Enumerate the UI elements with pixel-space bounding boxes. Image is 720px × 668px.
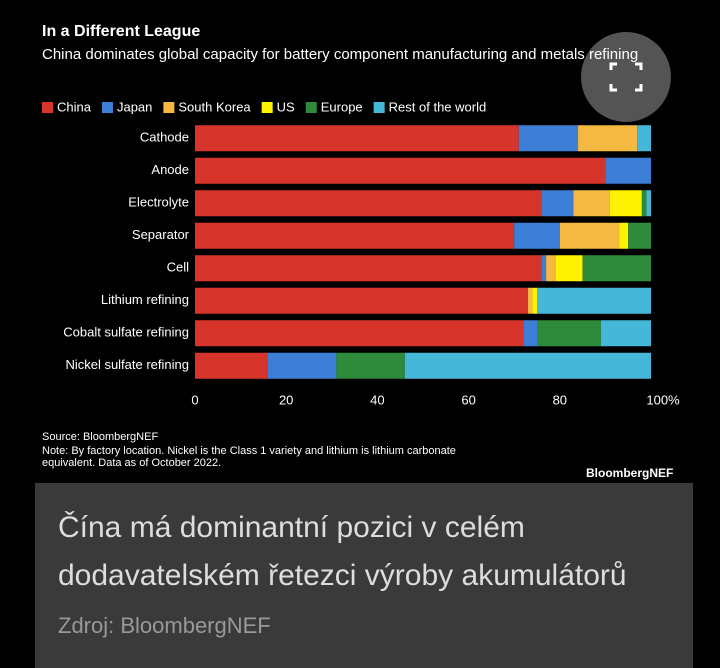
bar-segment <box>637 125 651 152</box>
headline: Čína má dominantní pozici v celém dodava… <box>58 511 627 592</box>
bar-segment <box>267 352 337 379</box>
bar-segment <box>195 255 542 282</box>
bar-segment <box>641 190 647 217</box>
legend-swatch <box>42 102 53 113</box>
x-tick-label: 40 <box>370 392 384 407</box>
legend-label: US <box>277 99 295 114</box>
legend-swatch <box>373 102 385 113</box>
bar-segment <box>336 352 405 379</box>
y-tick-label: Electrolyte <box>128 195 189 210</box>
bar-segment <box>541 190 574 217</box>
legend-swatch <box>261 102 273 113</box>
bar-segment <box>600 320 651 347</box>
bar-segment <box>195 190 542 217</box>
y-tick-label: Cobalt sulfate refining <box>63 325 189 340</box>
legend-swatch <box>305 102 317 113</box>
legend-label: South Korea <box>178 99 251 114</box>
bar-segment <box>537 320 601 347</box>
bar-segment <box>514 222 560 249</box>
caption-text: Čína má dominantní pozici v celém dodava… <box>58 504 678 650</box>
bar-segment <box>195 287 528 314</box>
legend-label: Rest of the world <box>389 99 487 114</box>
logo: BloombergNEF <box>586 466 674 480</box>
bar-segment <box>195 157 606 184</box>
x-tick-label: 100% <box>646 392 680 407</box>
bar-segment <box>518 125 579 152</box>
bar-segment <box>546 255 556 282</box>
credit: Zdroj: BloombergNEF <box>58 613 271 638</box>
y-tick-label: Nickel sulfate refining <box>65 357 189 372</box>
expand-icon <box>609 62 643 92</box>
bar-segment <box>523 320 537 347</box>
x-tick-label: 60 <box>461 392 475 407</box>
legend-label: China <box>57 99 92 114</box>
x-tick-label: 0 <box>191 392 198 407</box>
bar-segment <box>532 287 537 314</box>
bar-segment <box>559 222 620 249</box>
legend-swatch <box>163 102 175 113</box>
bar-segment <box>619 222 629 249</box>
bar-segment <box>573 190 610 217</box>
bar-segment <box>646 190 651 217</box>
y-tick-label: Separator <box>132 227 190 242</box>
legend-swatch <box>101 102 113 113</box>
y-tick-label: Anode <box>151 162 189 177</box>
bar-segment <box>195 320 524 347</box>
bar-segment <box>582 255 651 282</box>
bar-segment <box>555 255 583 282</box>
note: Note: By factory location. Nickel is the… <box>42 445 456 469</box>
legend-label: Europe <box>321 99 363 114</box>
chart-subtitle: China dominates global capacity for batt… <box>42 46 639 63</box>
bar-segment <box>404 352 651 379</box>
bar-segment <box>195 222 515 249</box>
legend-label: Japan <box>117 99 152 114</box>
chart-title: In a Different League <box>42 23 201 40</box>
bar-segment <box>628 222 651 249</box>
caption-panel <box>35 483 693 668</box>
bar-segment <box>195 352 268 379</box>
y-tick-label: Cell <box>167 260 190 275</box>
bar-segment <box>578 125 638 152</box>
y-tick-label: Cathode <box>140 130 189 145</box>
bar-segment <box>195 125 519 152</box>
source: Source: BloombergNEF <box>42 431 159 443</box>
bar-segment <box>605 157 651 184</box>
y-tick-label: Lithium refining <box>101 292 189 307</box>
bar-segment <box>541 255 547 282</box>
expand-button[interactable] <box>581 32 671 122</box>
bar-segment <box>527 287 533 314</box>
bar-segment <box>609 190 642 217</box>
x-tick-label: 80 <box>553 392 567 407</box>
bar-segment <box>537 287 651 314</box>
x-tick-label: 20 <box>279 392 293 407</box>
